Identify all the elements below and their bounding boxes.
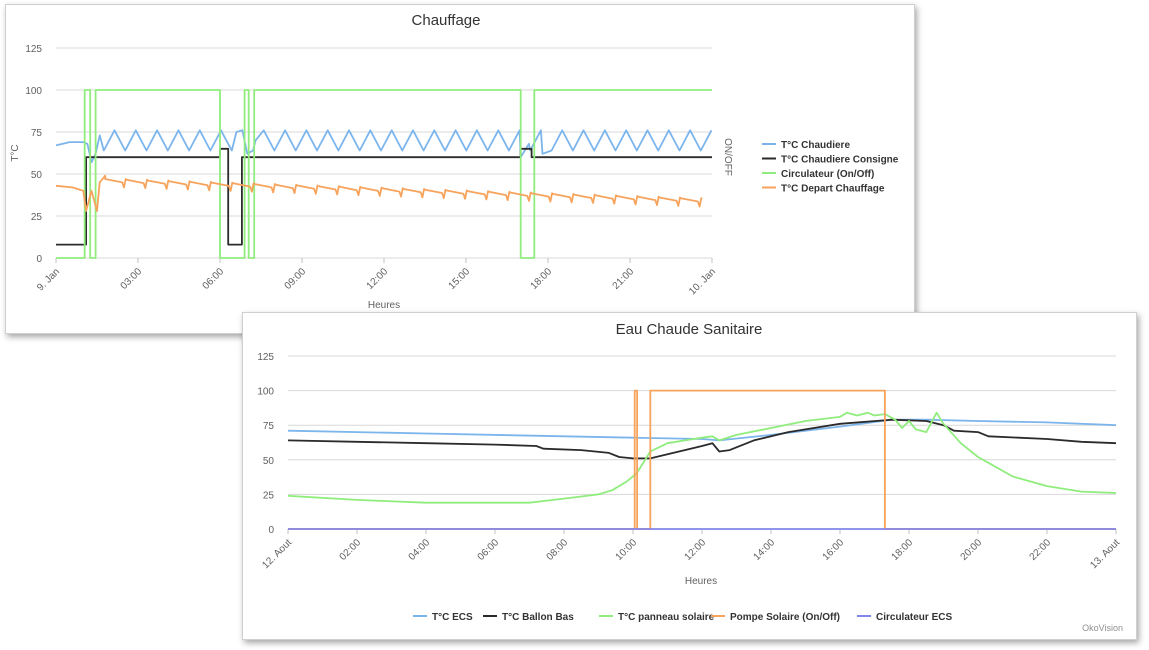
legend-item[interactable]: Pompe Solaire (On/Off) (711, 612, 840, 623)
legend-label: Circulateur ECS (876, 612, 952, 623)
x-tick-label: 06:00 (476, 537, 502, 563)
legend-item[interactable]: Circulateur ECS (857, 612, 952, 623)
y-tick-label: 75 (31, 128, 43, 139)
x-tick-label: 03:00 (119, 266, 145, 292)
x-tick-label: 13. Aout (1088, 537, 1122, 571)
legend-label: T°C ECS (432, 612, 473, 623)
x-tick-label: 12:00 (683, 537, 709, 563)
x-tick-label: 15:00 (447, 266, 473, 292)
y-tick-label: 0 (268, 525, 274, 536)
y-tick-label: 100 (257, 387, 274, 398)
x-tick-label: 09:00 (283, 266, 309, 292)
series-line-t-c-chaudiere-consigne (56, 147, 712, 246)
y-axis-label: T°C (10, 144, 21, 161)
x-tick-label: 18:00 (890, 537, 916, 563)
x-tick-label: 14:00 (752, 537, 778, 563)
legend-item[interactable]: T°C panneau solaire (599, 612, 715, 623)
x-tick-label: 12. Aout (260, 537, 294, 571)
x-axis-label: Heures (368, 300, 400, 311)
x-tick-label: 21:00 (611, 266, 637, 292)
x-tick-label: 16:00 (821, 537, 847, 563)
y-tick-label: 125 (257, 352, 274, 363)
y-tick-label: 0 (36, 254, 42, 265)
x-tick-label: 12:00 (365, 266, 391, 292)
series-line-t-c-ecs (287, 418, 1117, 442)
y2-axis-label: ON/OFF (722, 138, 733, 176)
legend-item[interactable]: T°C Depart Chauffage (762, 184, 885, 195)
legend-label: T°C Depart Chauffage (781, 184, 885, 195)
x-tick-label: 04:00 (407, 537, 433, 563)
legend-label: T°C Chaudiere (781, 140, 850, 151)
credit-label: OkoVision (1082, 623, 1123, 633)
legend-label: T°C Ballon Bas (502, 612, 574, 623)
chart-title: Chauffage (412, 12, 481, 29)
chart-title: Eau Chaude Sanitaire (616, 321, 763, 338)
y-tick-label: 25 (263, 490, 275, 501)
chauffage-chart-panel: Chauffage 0 25 50 75 100 125 9. Jan 03:00 06:00… (5, 4, 915, 334)
legend-label: T°C panneau solaire (618, 612, 715, 623)
legend-item[interactable]: T°C Ballon Bas (483, 612, 574, 623)
legend-item[interactable]: T°C Chaudiere Consigne (762, 155, 899, 166)
x-tick-label: 06:00 (201, 266, 227, 292)
legend-item[interactable]: T°C ECS (413, 612, 473, 623)
chauffage-chart: Chauffage 0 25 50 75 100 125 9. Jan 03:00 06:00… (10, 12, 899, 311)
series-line-circulateur-on-off- (56, 89, 712, 259)
legend-item[interactable]: T°C Chaudiere (762, 140, 850, 151)
y-tick-label: 25 (31, 212, 43, 223)
x-tick-label: 02:00 (338, 537, 364, 563)
x-tick-label: 18:00 (529, 266, 555, 292)
x-tick-label: 22:00 (1028, 537, 1054, 563)
x-tick-label: 10. Jan (687, 266, 718, 297)
series-line-t-c-panneau-solaire (287, 411, 1117, 504)
legend-label: T°C Chaudiere Consigne (781, 155, 899, 166)
x-tick-label: 20:00 (959, 537, 985, 563)
y-tick-label: 50 (31, 170, 43, 181)
y-tick-label: 125 (25, 44, 42, 55)
x-axis-label: Heures (685, 576, 717, 587)
y-tick-label: 75 (263, 421, 275, 432)
series-line-t-c-chaudiere (55, 129, 713, 164)
x-tick-label: 10:00 (614, 537, 640, 563)
ecs-chart-panel: Eau Chaude Sanitaire 0 25 50 75 100 125 12. A… (242, 312, 1137, 640)
y-tick-label: 100 (25, 86, 42, 97)
x-tick-label: 9. Jan (35, 266, 62, 293)
legend-label: Pompe Solaire (On/Off) (730, 612, 840, 623)
ecs-chart: Eau Chaude Sanitaire 0 25 50 75 100 125 12. A… (257, 321, 1123, 633)
legend-label: Circulateur (On/Off) (781, 169, 874, 180)
legend-item[interactable]: Circulateur (On/Off) (762, 169, 874, 180)
x-tick-label: 08:00 (545, 537, 571, 563)
y-tick-label: 50 (263, 456, 275, 467)
series-line-t-c-ballon-bas (287, 418, 1117, 460)
series-line-t-c-depart-chauffage (55, 174, 703, 212)
